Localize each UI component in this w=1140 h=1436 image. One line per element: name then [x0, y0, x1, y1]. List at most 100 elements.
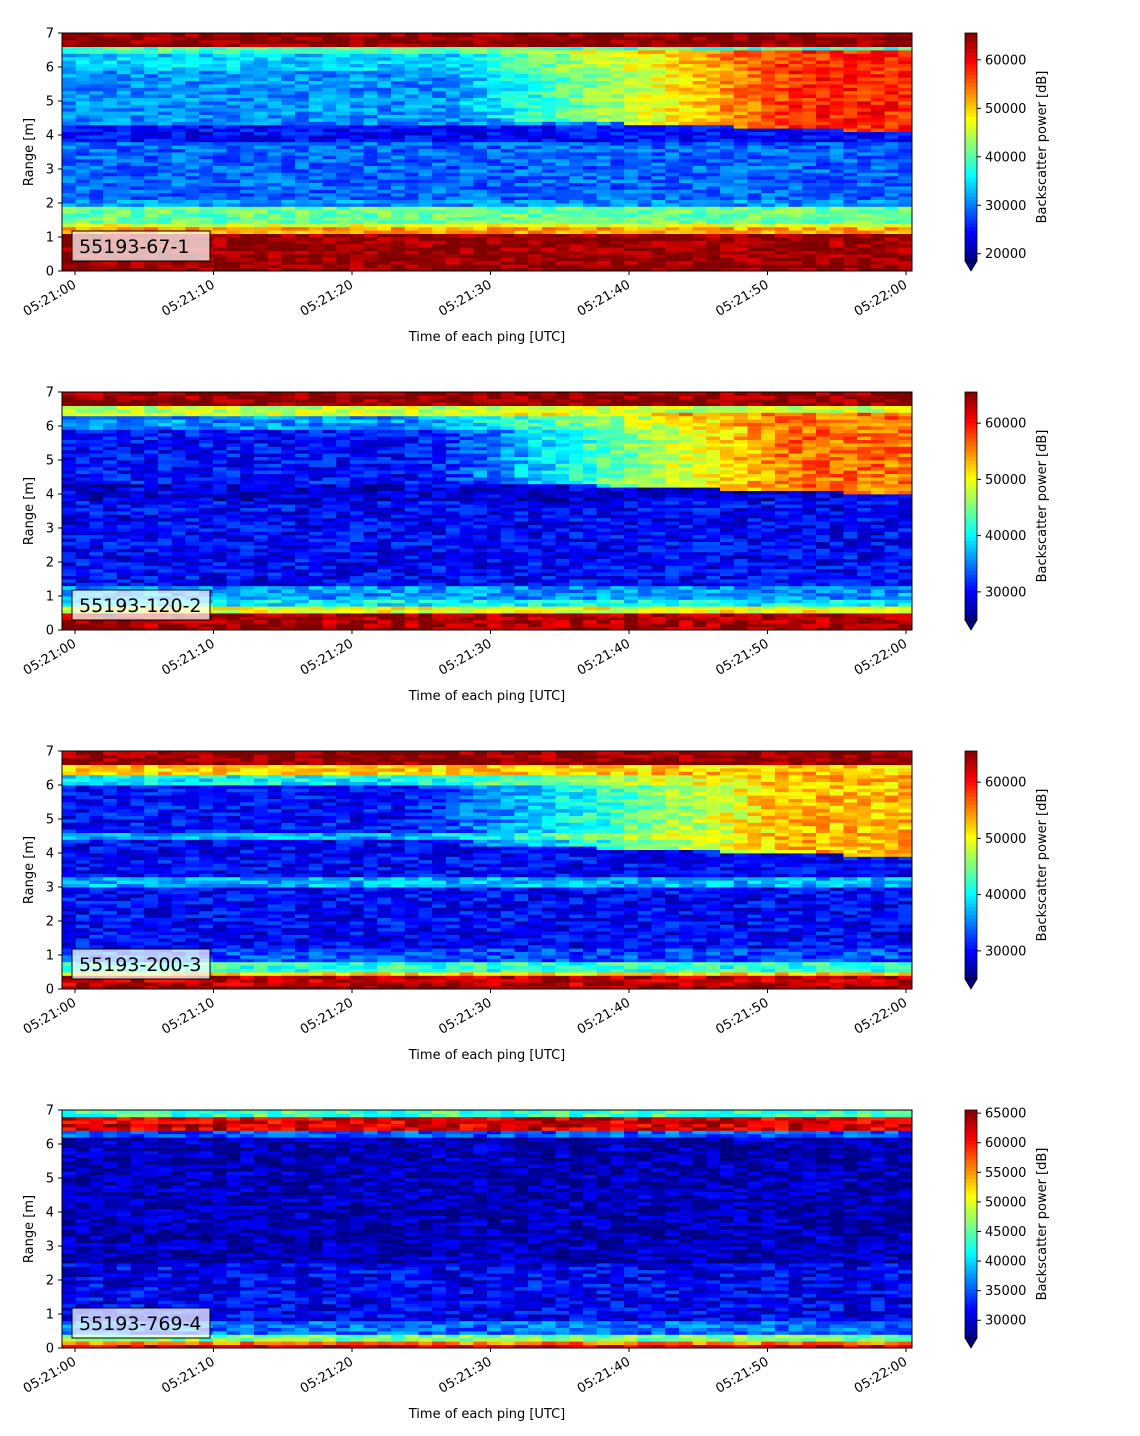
heatmap-cell	[158, 552, 172, 556]
heatmap-cell	[652, 196, 666, 200]
heatmap-cell	[679, 196, 693, 200]
heatmap-cell	[528, 87, 542, 91]
heatmap-cell	[816, 172, 830, 176]
heatmap-cell	[501, 50, 515, 54]
heatmap-cell	[144, 94, 158, 98]
heatmap-cell	[665, 43, 679, 47]
heatmap-cell	[117, 162, 131, 166]
heatmap-cell	[898, 172, 912, 176]
heatmap-cell	[871, 77, 885, 81]
heatmap-cell	[281, 108, 295, 112]
heatmap-cell	[761, 179, 775, 183]
heatmap-cell	[460, 74, 474, 78]
heatmap-cell	[789, 189, 803, 193]
heatmap-cell	[501, 220, 515, 224]
heatmap-cell	[665, 135, 679, 139]
heatmap-cell	[871, 64, 885, 68]
heatmap-cell	[830, 53, 844, 57]
heatmap-cell	[89, 453, 103, 457]
heatmap-cell	[117, 579, 131, 583]
heatmap-cell	[158, 565, 172, 569]
heatmap-cell	[871, 91, 885, 95]
heatmap-cell	[418, 186, 432, 190]
heatmap-cell	[240, 142, 254, 146]
colorbar-step	[965, 75, 977, 79]
heatmap-cell	[268, 210, 282, 214]
heatmap-cell	[843, 87, 857, 91]
heatmap-cell	[103, 402, 117, 406]
heatmap-cell	[665, 189, 679, 193]
heatmap-cell	[871, 121, 885, 125]
heatmap-cell	[117, 412, 131, 416]
heatmap-cell	[377, 111, 391, 115]
heatmap-cell	[460, 200, 474, 204]
heatmap-cell	[802, 244, 816, 248]
heatmap-cell	[240, 84, 254, 88]
heatmap-cell	[103, 81, 117, 85]
colorbar-step	[965, 185, 977, 189]
heatmap-cell	[62, 223, 76, 227]
heatmap-cell	[720, 87, 734, 91]
heatmap-cell	[597, 135, 611, 139]
heatmap-cell	[254, 240, 268, 244]
heatmap-cell	[131, 43, 145, 47]
heatmap-cell	[391, 33, 405, 37]
heatmap-cell	[460, 193, 474, 197]
heatmap-cell	[624, 203, 638, 207]
heatmap-cell	[391, 47, 405, 51]
heatmap-cell	[103, 555, 117, 559]
heatmap-cell	[76, 210, 90, 214]
heatmap-cell	[652, 47, 666, 51]
heatmap-cell	[185, 186, 199, 190]
heatmap-cell	[213, 57, 227, 61]
heatmap-cell	[679, 138, 693, 142]
heatmap-cell	[761, 257, 775, 261]
heatmap-cell	[336, 155, 350, 159]
heatmap-cell	[665, 155, 679, 159]
heatmap-cell	[679, 101, 693, 105]
heatmap-cell	[117, 203, 131, 207]
heatmap-cell	[857, 94, 871, 98]
heatmap-cell	[638, 142, 652, 146]
heatmap-cell	[775, 179, 789, 183]
heatmap-cell	[89, 474, 103, 478]
heatmap-cell	[597, 138, 611, 142]
heatmap-cell	[802, 257, 816, 261]
heatmap-cell	[610, 142, 624, 146]
heatmap-cell	[103, 125, 117, 129]
heatmap-cell	[542, 138, 556, 142]
heatmap-cell	[747, 118, 761, 122]
heatmap-cell	[816, 254, 830, 258]
heatmap-cell	[624, 98, 638, 102]
heatmap-cell	[624, 142, 638, 146]
heatmap-cell	[254, 254, 268, 258]
heatmap-cell	[843, 166, 857, 170]
heatmap-cell	[885, 206, 899, 210]
heatmap-cell	[158, 60, 172, 64]
heatmap-cell	[898, 67, 912, 71]
heatmap-cell	[734, 234, 748, 238]
heatmap-cell	[624, 251, 638, 255]
heatmap-cell	[185, 149, 199, 153]
heatmap-cell	[569, 64, 583, 68]
heatmap-cell	[871, 47, 885, 51]
heatmap-cell	[802, 128, 816, 132]
heatmap-cell	[556, 87, 570, 91]
heatmap-cell	[830, 237, 844, 241]
heatmap-cell	[268, 149, 282, 153]
heatmap-cell	[350, 159, 364, 163]
heatmap-cell	[473, 220, 487, 224]
heatmap-cell	[131, 118, 145, 122]
heatmap-cell	[528, 162, 542, 166]
heatmap-cell	[240, 244, 254, 248]
heatmap-cell	[213, 240, 227, 244]
heatmap-cell	[103, 220, 117, 224]
heatmap-cell	[268, 176, 282, 180]
heatmap-cell	[597, 94, 611, 98]
heatmap-cell	[309, 193, 323, 197]
heatmap-cell	[364, 155, 378, 159]
heatmap-cell	[638, 47, 652, 51]
heatmap-cell	[117, 576, 131, 580]
heatmap-cell	[706, 159, 720, 163]
heatmap-cell	[405, 121, 419, 125]
